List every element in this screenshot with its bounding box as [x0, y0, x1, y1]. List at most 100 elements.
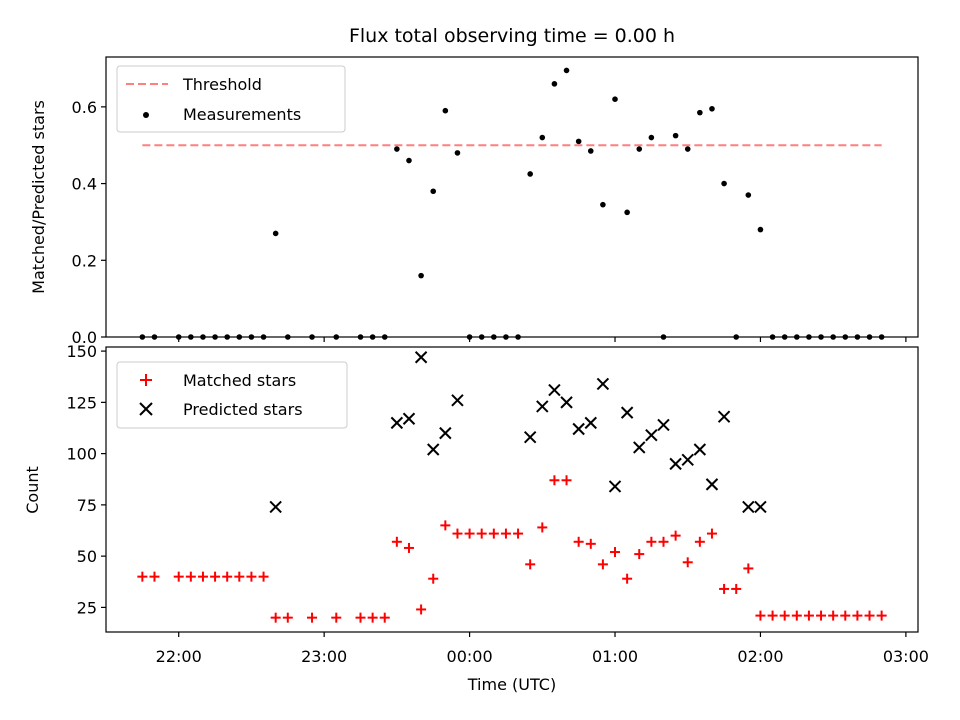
predicted-star-point [548, 383, 561, 397]
predicted-star-point [584, 416, 597, 430]
predicted-star-point [754, 500, 767, 514]
measurement-point [333, 334, 340, 340]
x-tick-label: 00:00 [447, 647, 493, 666]
matched-star-point [500, 528, 511, 539]
legend-threshold-label: Threshold [182, 75, 262, 94]
matched-star-point [876, 610, 887, 621]
matched-star-point [670, 530, 681, 541]
legend-predicted-marker [139, 402, 153, 416]
measurement-point [587, 148, 594, 154]
measurement-point [478, 334, 485, 340]
y-tick-label: 0.0 [72, 328, 97, 347]
y-tick-label: 150 [66, 342, 97, 361]
matched-star-point [307, 612, 318, 623]
bottom-panel: 25 50 75 100 125 150 22:00 23:00 00:00 01:00 02:0… [23, 342, 929, 694]
predicted-star-point [657, 418, 670, 432]
measurement-point [406, 157, 412, 164]
measurement-point [866, 334, 873, 340]
measurement-point [430, 188, 437, 195]
measurement-point [624, 209, 630, 216]
matched-star-point [658, 536, 669, 547]
predicted-star-point [596, 377, 610, 391]
measurement-point [551, 81, 558, 87]
measurement-point [660, 334, 667, 340]
matched-star-point [731, 583, 742, 594]
matched-star-point [270, 612, 281, 623]
measurement-point [721, 180, 727, 187]
predicted-star-point [536, 400, 549, 413]
measurement-point [733, 334, 740, 340]
measurement-point [188, 334, 194, 340]
top-panel: 0.0 0.2 0.4 0.6 Matched/Predicted stars Thr… [29, 56, 919, 347]
matched-star-point [743, 563, 754, 574]
bottom-x-ticks: 22:00 23:00 00:00 01:00 02:00 03:00 [156, 632, 929, 666]
x-tick-label: 02:00 [737, 647, 783, 666]
matched-star-point [391, 536, 402, 547]
matched-star-point [694, 536, 705, 547]
predicted-star-point [608, 480, 622, 493]
matched-star-point [585, 538, 596, 549]
predicted-star-point [669, 457, 682, 471]
measurement-point [212, 334, 218, 340]
predicted-star-point [451, 394, 464, 407]
measurement-point [515, 334, 521, 340]
matched-star-point [610, 547, 621, 558]
matched-star-point [185, 571, 196, 582]
y-tick-label: 0.4 [72, 175, 97, 194]
chart-title: Flux total observing time = 0.00 h [349, 25, 675, 47]
measurement-point [260, 334, 267, 340]
measurement-point [224, 334, 230, 340]
predicted-star-point [414, 351, 428, 364]
measurement-point [284, 334, 291, 340]
matched-star-point [234, 571, 245, 582]
x-tick-label: 22:00 [156, 647, 202, 666]
measurement-point [781, 334, 788, 340]
measurement-point [454, 150, 461, 156]
predicted-star-point [705, 478, 719, 491]
count-points [137, 351, 887, 623]
matched-star-point [803, 610, 814, 621]
predicted-star-point [560, 396, 573, 409]
matched-star-point [416, 604, 427, 615]
matched-star-point [561, 475, 572, 486]
matched-star-point [525, 559, 536, 570]
measurement-point [854, 334, 861, 340]
measurement-point [794, 334, 800, 340]
matched-star-point [706, 528, 717, 539]
measurement-point [200, 334, 206, 340]
predicted-star-point [572, 422, 585, 436]
x-tick-label: 01:00 [592, 647, 638, 666]
measurement-point [818, 334, 824, 340]
measurement-point [248, 334, 255, 340]
top-x-ticks [178, 337, 907, 342]
matched-star-point [197, 571, 208, 582]
measurement-point [272, 230, 279, 237]
measurement-point [672, 132, 679, 139]
measurement-point [357, 334, 364, 340]
matched-star-point [864, 610, 875, 621]
matched-star-point [464, 528, 475, 539]
measurement-point [842, 334, 849, 340]
matched-star-point [767, 610, 778, 621]
matched-star-point [149, 571, 160, 582]
matched-star-point [791, 610, 802, 621]
predicted-star-point [620, 406, 634, 419]
bottom-plot-frame [105, 346, 919, 633]
matched-star-point [246, 571, 257, 582]
matched-star-point [513, 528, 524, 539]
legend-matched-label: Matched stars [183, 371, 296, 390]
predicted-star-point [439, 426, 452, 440]
matched-star-point [258, 571, 269, 582]
matched-star-point [488, 528, 499, 539]
measurement-point [684, 146, 691, 152]
predicted-star-point [681, 453, 694, 466]
y-tick-label: 125 [66, 393, 97, 412]
measurement-points [139, 67, 885, 340]
legend-measurement-marker [143, 112, 149, 118]
top-legend: Threshold Measurements [116, 65, 346, 133]
measurement-point [697, 109, 703, 116]
matched-star-point [597, 559, 608, 570]
matched-star-point [428, 573, 439, 584]
bottom-legend: Matched stars Predicted stars [116, 361, 348, 429]
bottom-y-ticks: 25 50 75 100 125 150 [66, 342, 106, 617]
